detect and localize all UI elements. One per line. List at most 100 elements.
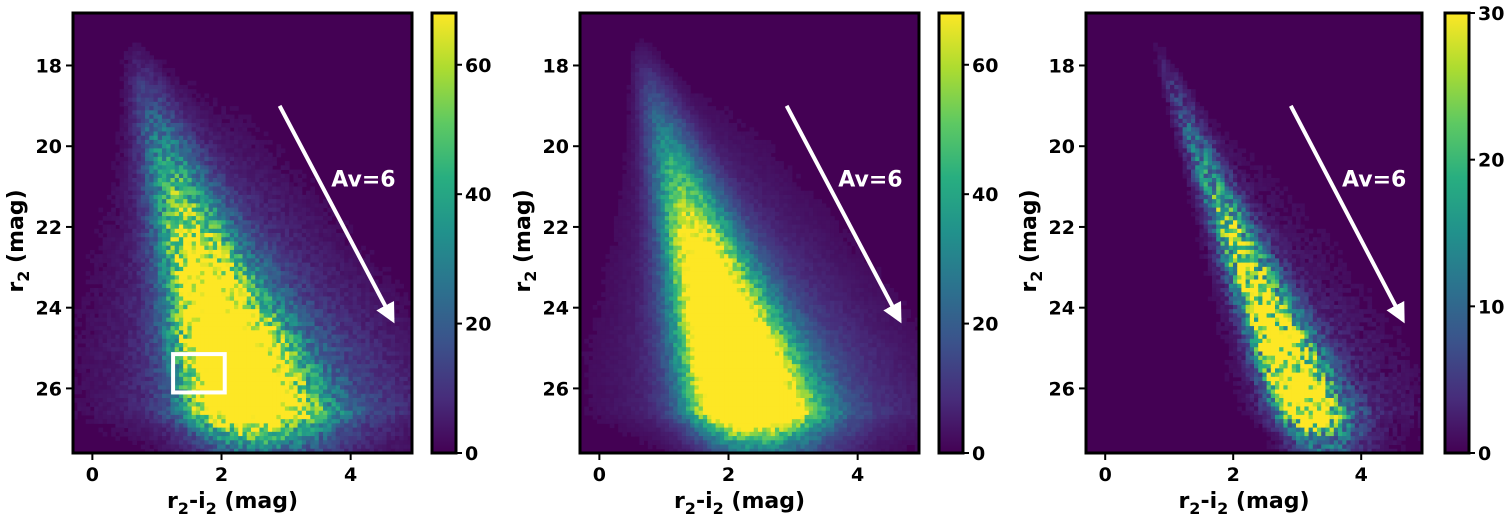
heatmap-cell <box>314 376 320 382</box>
heatmap-cell <box>289 258 294 264</box>
heatmap-cell <box>157 139 163 145</box>
heatmap-cell <box>212 296 218 302</box>
heatmap-cell <box>149 262 155 268</box>
heatmap-cell <box>157 389 163 395</box>
heatmap-cell <box>399 309 405 314</box>
heatmap-cell <box>132 63 138 69</box>
heatmap-cell <box>407 364 413 369</box>
heatmap-cell <box>85 351 91 357</box>
heatmap-cell <box>318 334 324 340</box>
heatmap-cell <box>157 173 163 179</box>
heatmap-cell <box>217 190 222 196</box>
heatmap-cell <box>89 419 95 424</box>
heatmap-cell <box>94 309 99 314</box>
heatmap-cell <box>200 114 205 120</box>
heatmap-cell <box>204 309 210 314</box>
heatmap-cell <box>361 334 366 340</box>
heatmap-cell <box>119 376 125 382</box>
heatmap-cell <box>217 406 222 412</box>
heatmap-cell <box>323 338 328 344</box>
heatmap-cell <box>149 385 155 391</box>
heatmap-cell <box>365 262 371 268</box>
heatmap-cell <box>221 402 227 407</box>
heatmap-cell <box>382 385 388 391</box>
heatmap-cell <box>272 355 277 361</box>
heatmap-cell <box>178 211 184 217</box>
heatmap-cell <box>123 165 129 171</box>
heatmap-cell <box>195 347 201 352</box>
heatmap-cell <box>145 199 150 204</box>
heatmap-cell <box>344 347 349 352</box>
heatmap-cell <box>208 385 214 391</box>
heatmap-cell <box>314 351 320 357</box>
heatmap-cell <box>229 275 235 281</box>
heatmap-cell <box>361 410 366 416</box>
heatmap-cell <box>153 241 159 247</box>
heatmap-cell <box>280 398 286 403</box>
heatmap-cell <box>238 330 243 336</box>
heatmap-cell <box>115 241 121 247</box>
heatmap-cell <box>314 233 320 238</box>
heatmap-cell <box>229 266 235 272</box>
heatmap-cell <box>212 194 218 200</box>
heatmap-cell <box>111 431 116 437</box>
heatmap-cell <box>242 283 248 289</box>
heatmap-cell <box>140 131 146 137</box>
heatmap-cell <box>212 431 218 437</box>
heatmap-cell <box>153 123 159 128</box>
heatmap-cell <box>310 347 316 352</box>
heatmap-cell <box>166 271 171 276</box>
heatmap-cell <box>301 271 307 276</box>
heatmap-cell <box>136 385 142 391</box>
heatmap-cell <box>212 283 218 289</box>
heatmap-cell <box>301 351 307 357</box>
heatmap-cell <box>170 254 176 259</box>
heatmap-cell <box>183 110 188 116</box>
heatmap-cell <box>166 237 171 242</box>
heatmap-cell <box>111 427 116 433</box>
heatmap-cell <box>161 72 167 77</box>
heatmap-cell <box>111 330 116 336</box>
heatmap-cell <box>149 296 155 302</box>
heatmap-cell <box>217 334 222 340</box>
heatmap-cell <box>272 288 277 293</box>
heatmap-cell <box>128 59 133 65</box>
heatmap-cell <box>365 431 371 437</box>
heatmap-cell <box>115 414 121 420</box>
heatmap-cell <box>234 436 239 441</box>
heatmap-cell <box>238 313 243 319</box>
heatmap-cell <box>280 165 286 171</box>
heatmap-cell <box>183 393 188 399</box>
heatmap-cell <box>174 241 180 247</box>
heatmap-cell <box>234 275 239 281</box>
heatmap-cell <box>238 114 243 120</box>
heatmap-cell <box>94 321 99 327</box>
heatmap-cell <box>373 292 379 297</box>
heatmap-cell <box>276 216 282 221</box>
heatmap-cell <box>217 131 222 137</box>
heatmap-cell <box>293 326 299 331</box>
heatmap-cell <box>191 398 197 403</box>
heatmap-cell <box>356 398 362 403</box>
heatmap-cell <box>89 338 95 344</box>
heatmap-cell <box>77 385 82 391</box>
heatmap-cell <box>310 381 316 386</box>
heatmap-cell <box>373 351 379 357</box>
heatmap-cell <box>119 279 125 285</box>
heatmap-cell <box>276 228 282 234</box>
heatmap-cell <box>102 372 108 378</box>
heatmap-cell <box>123 296 129 302</box>
heatmap-cell <box>136 381 142 386</box>
heatmap-cell <box>344 351 349 357</box>
heatmap-cell <box>208 233 214 238</box>
heatmap-cell <box>111 351 116 357</box>
heatmap-cell <box>399 419 405 424</box>
heatmap-cell <box>403 321 409 327</box>
heatmap-cell <box>136 372 142 378</box>
heatmap-cell <box>161 271 167 276</box>
heatmap-cell <box>403 364 409 369</box>
heatmap-cell <box>356 266 362 272</box>
heatmap-cell <box>123 190 129 196</box>
heatmap-cell <box>242 178 248 183</box>
heatmap-cell <box>276 199 282 204</box>
